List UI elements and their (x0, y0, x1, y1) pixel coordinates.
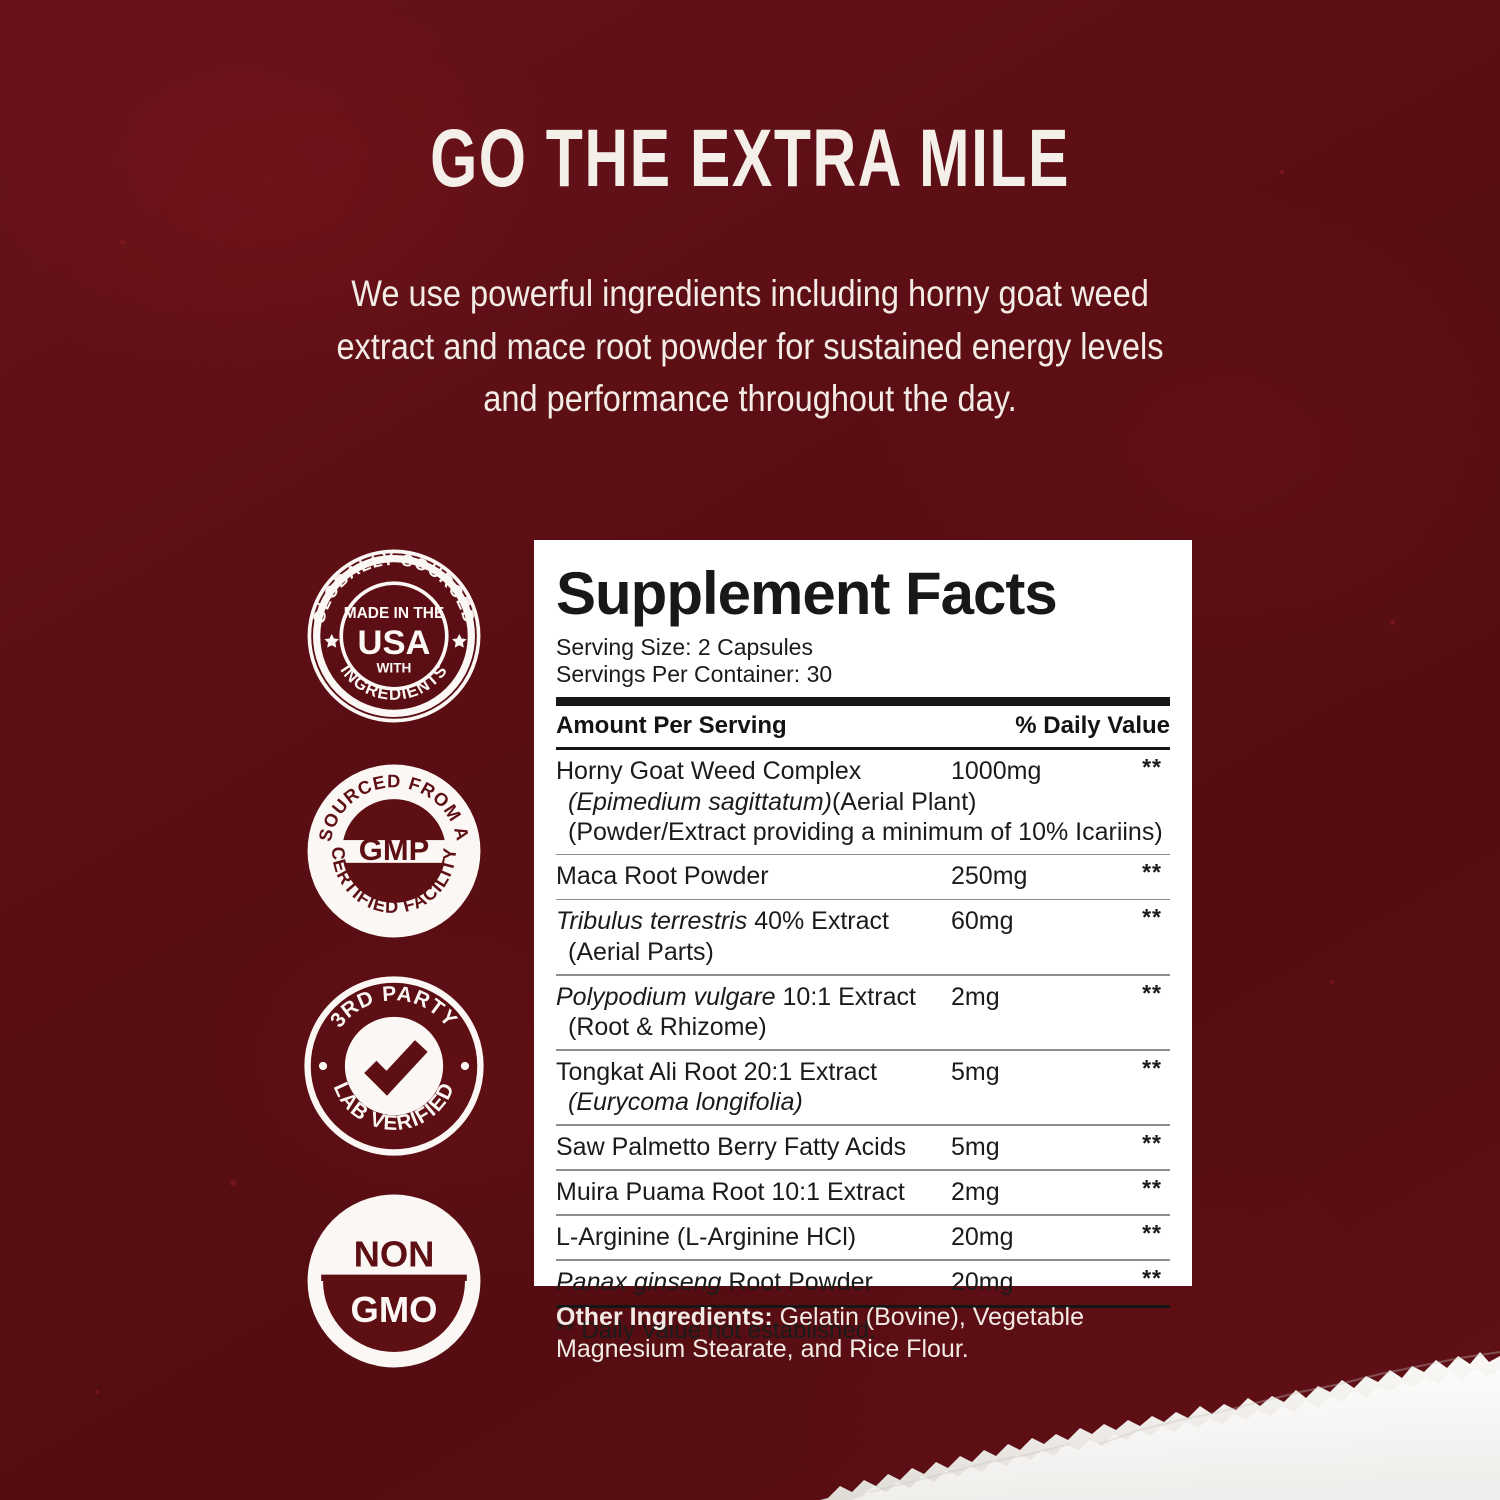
svg-text:WITH: WITH (377, 660, 412, 675)
background-speck (95, 1390, 99, 1394)
svg-text:MADE IN THE: MADE IN THE (344, 605, 445, 622)
row-divider (556, 1259, 1170, 1261)
background-speck (230, 1180, 236, 1186)
svg-text:GMO: GMO (351, 1289, 438, 1330)
non-gmo-icon: NON GMO (307, 1194, 481, 1368)
badge-made-in-usa: GLOBALLY SOURCED INGREDIENTS MADE IN THE… (303, 545, 485, 727)
ingredient-daily-value: ** (1142, 1265, 1162, 1291)
table-row: Tongkat Ali Root 20:1 Extract 5mg ** (Eu… (556, 1051, 1170, 1125)
background-speck (1330, 980, 1334, 984)
row-divider (556, 853, 1170, 856)
made-in-usa-icon: GLOBALLY SOURCED INGREDIENTS MADE IN THE… (307, 549, 481, 723)
ingredient-name: Tribulus terrestris 40% Extract (556, 907, 889, 937)
serving-size: Serving Size: 2 Capsules (556, 634, 813, 660)
ingredient-daily-value: ** (1142, 979, 1162, 1006)
row-divider (556, 1169, 1170, 1171)
ingredient-name: Muira Puama Root 10:1 Extract (556, 1177, 905, 1206)
ingredient-latin-name: (Eurycoma longifolia) (568, 1088, 803, 1117)
table-row: Polypodium vulgare 10:1 Extract 2mg ** (… (556, 976, 1170, 1050)
badge-gmp-certified: SOURCED FROM A CERTIFIED FACILITY GMP (303, 760, 485, 942)
svg-text:GMP: GMP (359, 832, 429, 867)
ingredient-amount: 250mg (951, 862, 1028, 891)
ingredient-amount: 2mg (951, 982, 1000, 1011)
ingredient-amount: 2mg (951, 1177, 1000, 1206)
ingredient-part: (Aerial Plant) (831, 787, 977, 816)
table-row: L-Arginine (L-Arginine HCl) 20mg ** (556, 1216, 1170, 1260)
ingredient-daily-value: ** (1142, 859, 1162, 886)
ingredient-name: Panax ginseng Root Powder (556, 1268, 873, 1298)
row-divider (556, 1124, 1170, 1126)
certification-badges: GLOBALLY SOURCED INGREDIENTS MADE IN THE… (303, 545, 488, 1405)
table-row: Horny Goat Weed Complex 1000mg ** (Epime… (556, 750, 1170, 854)
ingredient-daily-value: ** (1142, 904, 1162, 931)
ingredient-part: (Root & Rhizome) (568, 1013, 767, 1042)
ingredient-latin-name: Polypodium vulgare (556, 982, 776, 1011)
ingredient-part: (Aerial Parts) (568, 937, 714, 966)
ingredient-name-rest: Root Powder (721, 1268, 873, 1296)
ingredient-name: Maca Root Powder (556, 862, 769, 891)
page-title: GO THE EXTRA MILE (430, 113, 1070, 204)
gmp-certified-icon: SOURCED FROM A CERTIFIED FACILITY GMP (307, 764, 481, 938)
ingredient-latin-name: Tribulus terrestris (556, 907, 748, 936)
background-speck (1390, 620, 1395, 625)
ingredient-amount: 60mg (951, 907, 1014, 936)
ingredient-name-rest: 40% Extract (747, 907, 889, 936)
ingredient-daily-value: ** (1142, 1174, 1162, 1201)
servings-per-container: Servings Per Container: 30 (556, 661, 833, 688)
svg-text:USA: USA (357, 624, 430, 662)
other-ingredients-text: Gelatin (Bovine), Vegetable Magnesium St… (556, 1303, 1084, 1363)
ingredient-subtext-2: (Powder/Extract providing a minimum of 1… (568, 817, 1163, 846)
other-ingredients-label: Other Ingredients: (556, 1303, 773, 1331)
header-underline (556, 747, 1170, 751)
ingredient-amount: 5mg (951, 1057, 1000, 1086)
headline-container: GO THE EXTRA MILE (0, 118, 1500, 200)
badge-non-gmo: NON GMO (303, 1190, 485, 1372)
table-row: Tribulus terrestris 40% Extract 60mg ** … (556, 900, 1170, 974)
ingredient-name-rest: 10:1 Extract (775, 982, 916, 1011)
row-divider (556, 898, 1170, 901)
table-row: Saw Palmetto Berry Fatty Acids 5mg ** (556, 1126, 1170, 1170)
table-row: Muira Puama Root 10:1 Extract 2mg ** (556, 1171, 1170, 1215)
badge-third-party-lab-verified: 3RD PARTY LAB VERIFIED (303, 975, 485, 1157)
row-divider (556, 973, 1170, 976)
ingredient-name: L-Arginine (L-Arginine HCl) (556, 1222, 857, 1251)
ingredient-latin-name: Panax ginseng (556, 1268, 722, 1296)
ingredient-name: Tongkat Ali Root 20:1 Extract (556, 1057, 878, 1086)
ingredient-subtext: (Epimedium sagittatum)(Aerial Plant) (556, 787, 1170, 817)
daily-value-footnote: ** Daily Value not established. (556, 1316, 876, 1344)
ingredient-name: Saw Palmetto Berry Fatty Acids (556, 1132, 907, 1161)
ingredient-name: Polypodium vulgare 10:1 Extract (556, 983, 916, 1013)
supplement-facts-title: Supplement Facts (556, 560, 1058, 627)
column-header-amount: Amount Per Serving (556, 712, 787, 740)
ingredient-amount: 5mg (951, 1132, 1000, 1161)
ingredient-daily-value: ** (1142, 1054, 1162, 1081)
ingredient-name: Horny Goat Weed Complex (556, 757, 862, 786)
svg-text:NON: NON (354, 1233, 435, 1274)
ingredient-daily-value: ** (1142, 1219, 1162, 1246)
supplement-facts-panel: Supplement Facts Serving Size: 2 Capsule… (534, 540, 1192, 1344)
ingredient-amount: 20mg (951, 1268, 1014, 1296)
ingredient-amount: 20mg (951, 1222, 1014, 1251)
subheadline-text: We use powerful ingredients including ho… (336, 273, 1164, 420)
heading-rule (556, 697, 1170, 707)
table-row: Panax ginseng Root Powder 20mg ** (556, 1261, 1170, 1305)
footnote-rule (556, 1304, 1170, 1308)
third-party-lab-verified-icon: 3RD PARTY LAB VERIFIED (304, 976, 484, 1156)
row-divider (556, 1214, 1170, 1216)
ingredient-latin-name: (Epimedium sagittatum) (568, 787, 832, 816)
other-ingredients: Other Ingredients: Gelatin (Bovine), Veg… (556, 1302, 1176, 1365)
table-row: Maca Root Powder 250mg ** (556, 855, 1170, 899)
column-header-daily-value: % Daily Value (1015, 712, 1170, 740)
ingredient-daily-value: ** (1142, 1129, 1162, 1156)
table-header-row: Amount Per Serving % Daily Value (556, 706, 1170, 747)
background-speck (120, 240, 125, 245)
ingredient-daily-value: ** (1142, 754, 1162, 781)
ingredient-amount: 1000mg (951, 757, 1042, 786)
row-divider (556, 1049, 1170, 1051)
